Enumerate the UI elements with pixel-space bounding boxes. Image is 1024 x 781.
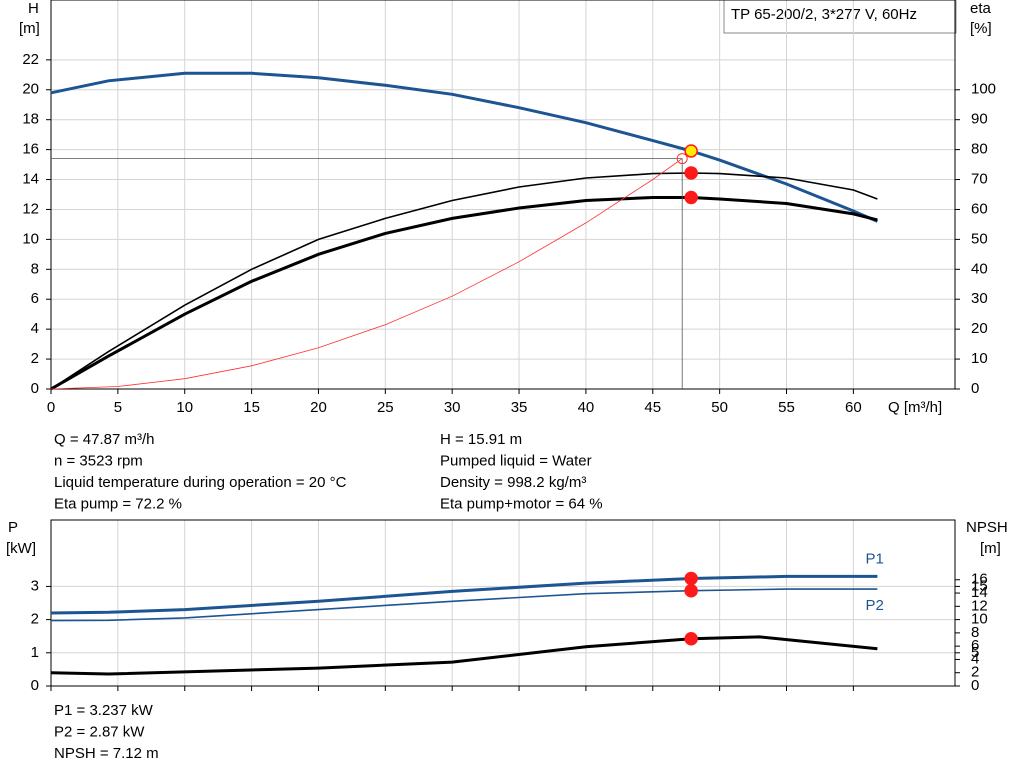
curve [50, 588, 878, 622]
y-tick-label: 4 [31, 320, 39, 337]
x-tick-label: 60 [845, 399, 862, 416]
y-axis-label: P [8, 519, 18, 536]
readout: Density = 998.2 kg/m³ [440, 474, 586, 491]
duty-point [684, 571, 698, 586]
y2-tick-label: 2 [971, 664, 979, 681]
x-tick-label: 50 [711, 399, 728, 416]
curve [50, 196, 878, 391]
readout: P1 = 3.237 kW [54, 702, 154, 719]
readout: Liquid temperature during operation = 20… [54, 474, 347, 491]
y2-tick-label: 20 [971, 320, 988, 337]
x-tick-label: 45 [644, 399, 661, 416]
y-tick-label: 1 [31, 644, 39, 661]
y-tick-label: 2 [31, 350, 39, 367]
y2-axis-unit: [%] [970, 20, 992, 37]
x-tick-label: 5 [114, 399, 122, 416]
x-axis-label: Q [m³/h] [888, 399, 942, 416]
y2-tick-label: 10 [971, 350, 988, 367]
duty-point [684, 144, 698, 158]
y-tick-label: 14 [22, 171, 39, 188]
y2-axis-label: NPSH [966, 519, 1008, 536]
y2-tick-label: 90 [971, 111, 988, 128]
system-point [676, 153, 688, 165]
y-tick-label: 8 [31, 260, 39, 277]
series-label: P2 [865, 597, 883, 614]
y2-tick-label: 80 [971, 141, 988, 158]
x-tick-label: 15 [243, 399, 260, 416]
y2-axis-label: eta [970, 0, 992, 17]
x-tick-label: 25 [377, 399, 394, 416]
y2-tick-label: 8 [971, 624, 979, 641]
curve [50, 71, 878, 223]
x-tick-label: 30 [444, 399, 461, 416]
y2-tick-label: 0 [971, 677, 979, 694]
x-tick-label: 20 [310, 399, 327, 416]
title-box [723, 0, 957, 34]
duty-point [684, 631, 698, 646]
y2-tick-label: 16 [971, 571, 988, 588]
x-tick-label: 0 [47, 399, 55, 416]
duty-point [684, 166, 698, 180]
y-tick-label: 0 [31, 677, 39, 694]
curve [50, 172, 878, 390]
series-label: P1 [865, 550, 883, 567]
readout: n = 3523 rpm [54, 452, 143, 469]
y-tick-label: 20 [22, 81, 39, 98]
y2-tick-label: 10 [971, 611, 988, 628]
plot-frame [50, 519, 956, 687]
y2-tick-label: 6 [971, 637, 979, 654]
x-tick-label: 35 [511, 399, 528, 416]
y-tick-label: 10 [22, 230, 39, 247]
curve [50, 158, 683, 390]
readout: Eta pump = 72.2 % [54, 495, 182, 512]
duty-point [684, 583, 698, 598]
y2-tick-label: 12 [971, 597, 988, 614]
readout: Pumped liquid = Water [440, 452, 592, 469]
y2-tick-label: 50 [971, 230, 988, 247]
x-tick-label: 55 [778, 399, 795, 416]
y2-tick-label: 15 [971, 577, 988, 594]
y2-tick-label: 30 [971, 290, 988, 307]
y2-axis-unit: [m] [980, 540, 1001, 557]
duty-point [684, 190, 698, 205]
x-tick-label: 40 [578, 399, 595, 416]
y-axis-unit: [m] [19, 20, 40, 37]
readout: NPSH = 7.12 m [54, 745, 159, 762]
y-tick-label: 0 [31, 380, 39, 397]
y-axis-unit: [kW] [6, 540, 36, 557]
readout: P2 = 2.87 kW [54, 723, 145, 740]
y2-tick-label: 40 [971, 260, 988, 277]
x-tick-label: 10 [176, 399, 193, 416]
y2-tick-label: 70 [971, 171, 988, 188]
y-tick-label: 22 [22, 51, 39, 68]
plot-frame [50, 0, 956, 390]
chart-title: TP 65-200/2, 3*277 V, 60Hz [731, 6, 917, 23]
y-tick-label: 6 [31, 290, 39, 307]
curve [50, 635, 878, 676]
y-axis-label: H [28, 0, 39, 17]
y-tick-label: 18 [22, 111, 39, 128]
readout: Q = 47.87 m³/h [54, 431, 154, 448]
readout: H = 15.91 m [440, 431, 522, 448]
y2-tick-label: 14 [971, 584, 988, 601]
y-tick-label: 16 [22, 141, 39, 158]
y2-tick-label: 60 [971, 200, 988, 217]
y-tick-label: 12 [22, 200, 39, 217]
y2-tick-label: 0 [971, 380, 979, 397]
readout: Eta pump+motor = 64 % [440, 495, 603, 512]
y-tick-label: 2 [31, 611, 39, 628]
curve [50, 574, 878, 615]
y2-tick-label: 4 [971, 650, 979, 667]
y2-tick-label: 100 [971, 81, 996, 98]
y-tick-label: 3 [31, 577, 39, 594]
y2-tick-label: 5 [971, 644, 979, 661]
